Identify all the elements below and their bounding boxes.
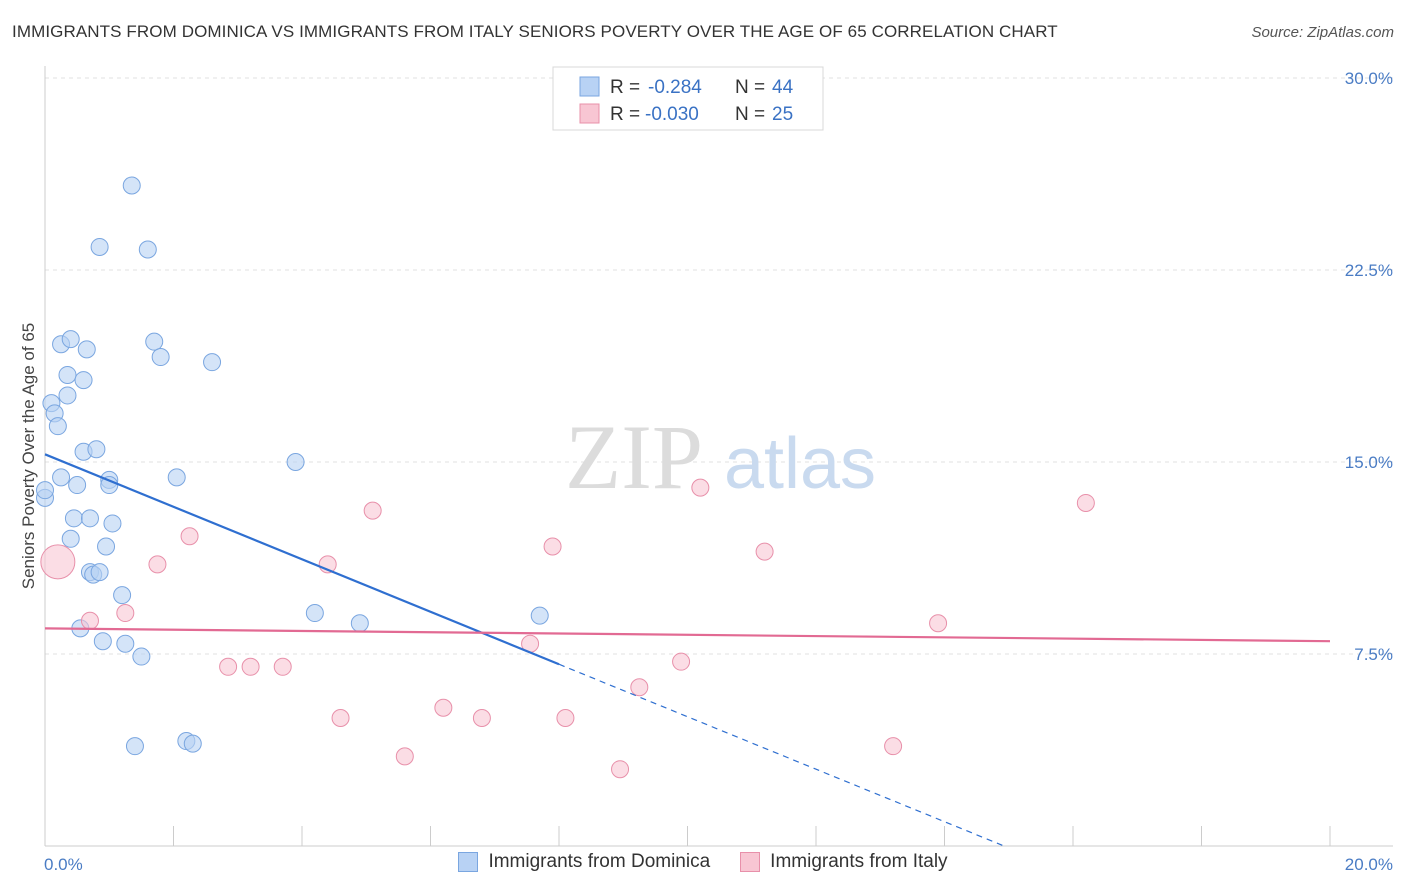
data-point-dominica [350, 614, 369, 633]
trend-lines [44, 453, 1331, 846]
data-point-italy [331, 709, 350, 727]
data-point-dominica [74, 371, 93, 390]
data-point-dominica [145, 332, 164, 351]
data-point-dominica [125, 737, 144, 756]
data-point-dominica [113, 586, 132, 605]
watermark-atlas: atlas [724, 424, 876, 504]
chart-title: IMMIGRANTS FROM DOMINICA VS IMMIGRANTS F… [12, 22, 1058, 41]
data-point-italy [148, 555, 167, 574]
data-point-dominica [530, 606, 549, 625]
data-point-dominica [286, 453, 305, 471]
data-point-dominica [122, 176, 141, 195]
data-point-italy [691, 478, 710, 497]
y-tick-label: 30.0% [1345, 69, 1393, 88]
axes [44, 66, 1393, 847]
data-point-dominica [36, 481, 54, 500]
legend-r-label-dominica: R = [610, 77, 640, 98]
data-point-italy [363, 501, 382, 520]
data-point-italy [672, 652, 691, 671]
data-point-italy [472, 709, 491, 727]
data-point-italy [543, 537, 562, 556]
series-italy [40, 478, 1095, 779]
data-point-italy [219, 657, 238, 676]
legend-item-dominica[interactable]: Immigrants from Dominica [458, 851, 710, 873]
data-point-dominica [116, 634, 135, 653]
series-legend: Immigrants from Dominica Immigrants from… [0, 851, 1406, 873]
legend-n-label-dominica: N = [735, 77, 765, 98]
legend-swatch-dominica-bottom [458, 852, 479, 872]
legend-n-value-dominica: 44 [772, 77, 794, 98]
legend-r-value-italy: -0.030 [645, 104, 699, 125]
watermark: ZIP atlas [565, 406, 876, 508]
data-point-dominica [52, 468, 71, 487]
data-point-dominica [48, 417, 67, 436]
data-point-italy [884, 737, 903, 756]
trend-line-dominica-extension [558, 663, 1003, 846]
legend-label-dominica: Immigrants from Dominica [488, 851, 711, 872]
data-point-dominica [138, 240, 157, 259]
data-point-dominica [151, 348, 170, 367]
legend-n-value-italy: 25 [772, 104, 793, 125]
tick-labels: 7.5% 15.0% 22.5% 30.0% 0.0% 20.0% [44, 69, 1393, 874]
y-tick-label: 22.5% [1345, 261, 1393, 280]
data-point-dominica [90, 563, 109, 582]
data-point-italy [556, 709, 575, 727]
data-point-italy [80, 611, 99, 630]
legend-r-label-italy: R = [610, 104, 640, 125]
legend-swatch-italy-bottom [740, 852, 761, 872]
legend-label-italy: Immigrants from Italy [770, 851, 948, 872]
data-point-dominica [77, 340, 96, 359]
data-point-dominica [61, 330, 80, 349]
data-point-dominica [90, 237, 109, 256]
data-point-dominica [61, 529, 80, 548]
data-point-italy [611, 760, 630, 779]
data-point-italy [116, 604, 135, 623]
data-point-dominica [203, 353, 222, 372]
legend-item-italy[interactable]: Immigrants from Italy [740, 851, 948, 873]
data-point-dominica [87, 440, 106, 459]
legend-swatch-italy [579, 103, 600, 124]
gridlines [45, 77, 1393, 655]
y-tick-label: 15.0% [1345, 453, 1393, 472]
data-point-dominica [103, 514, 122, 533]
data-point-italy [40, 544, 76, 580]
data-point-dominica [183, 734, 202, 753]
trend-line-dominica [44, 453, 560, 666]
data-point-dominica [68, 476, 87, 495]
data-point-dominica [97, 537, 116, 556]
x-tick-label: 20.0% [1345, 855, 1393, 874]
data-point-italy [180, 527, 199, 546]
data-point-dominica [305, 604, 324, 623]
data-point-dominica [58, 365, 77, 384]
data-point-dominica [64, 509, 83, 528]
y-tick-label: 7.5% [1354, 645, 1393, 664]
trend-line-italy [44, 627, 1331, 643]
data-point-dominica [167, 468, 186, 487]
data-point-italy [241, 657, 260, 676]
data-point-italy [434, 698, 453, 717]
series-dominica [36, 176, 549, 756]
data-point-dominica [132, 647, 151, 666]
legend-r-value-dominica: -0.284 [648, 77, 702, 98]
x-tick-label: 0.0% [44, 855, 83, 874]
data-point-dominica [93, 632, 112, 651]
data-point-dominica [58, 386, 77, 405]
data-point-italy [630, 678, 649, 697]
data-point-italy [1076, 493, 1095, 512]
legend-swatch-dominica [579, 76, 600, 97]
data-point-italy [395, 747, 414, 766]
correlation-legend: R = -0.284 N = 44 R = -0.030 N = 25 [552, 66, 824, 131]
data-point-italy [929, 614, 948, 633]
source-label: Source: ZipAtlas.com [1251, 24, 1394, 41]
data-point-italy [755, 542, 774, 561]
data-point-dominica [80, 509, 99, 528]
data-point-italy [273, 657, 292, 676]
watermark-zip: ZIP [565, 406, 703, 508]
legend-n-label-italy: N = [735, 104, 765, 125]
